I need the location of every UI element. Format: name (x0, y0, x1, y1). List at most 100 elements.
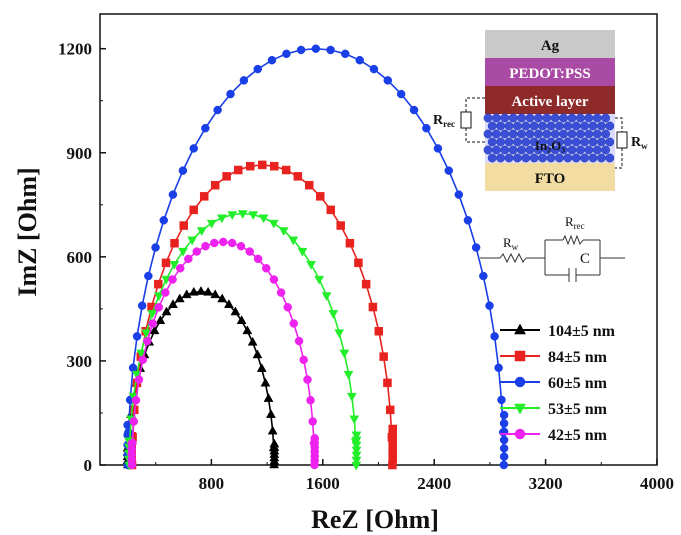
nanoparticle (542, 113, 552, 123)
data-point (355, 55, 364, 65)
nanoparticle (525, 113, 535, 123)
nanoparticle (529, 121, 539, 131)
data-point (351, 441, 362, 451)
data-point (248, 211, 259, 221)
series-1 (122, 286, 280, 469)
rw-bracket (615, 117, 623, 169)
nanoparticle (483, 113, 493, 123)
nanoparticle (597, 137, 606, 147)
layer-fto-label: FTO (535, 171, 566, 187)
data-point (339, 349, 350, 359)
capacitor-symbol (568, 268, 577, 282)
data-point (210, 238, 219, 248)
data-point (151, 243, 160, 252)
data-point (267, 55, 277, 65)
data-point (143, 336, 152, 346)
data-point (189, 205, 198, 215)
data-point (351, 451, 362, 461)
nanoparticle (529, 153, 539, 163)
data-point (409, 105, 419, 115)
nanoparticle (500, 145, 510, 155)
nanoparticle (584, 145, 594, 155)
data-point (161, 306, 172, 316)
data-point (514, 323, 526, 335)
data-point (289, 319, 298, 328)
nanoparticle (559, 113, 568, 123)
data-point (336, 221, 345, 230)
data-point (224, 299, 234, 308)
data-point (314, 275, 325, 285)
data-point (269, 275, 279, 284)
nanoparticle (605, 137, 615, 147)
data-point (141, 329, 152, 339)
data-point (349, 415, 360, 425)
nanoparticle (487, 121, 497, 131)
data-point (374, 326, 384, 336)
data-point (497, 395, 506, 405)
data-point (281, 165, 291, 175)
nanoparticle (508, 129, 518, 139)
data-point (514, 428, 526, 440)
data-point (138, 355, 148, 365)
data-point (196, 286, 206, 295)
rw-label: Rw (631, 135, 648, 151)
nanoparticle (580, 121, 589, 131)
data-point (227, 211, 238, 221)
data-point (216, 214, 227, 224)
nanoparticle (496, 121, 505, 131)
data-point (132, 332, 142, 341)
data-point (334, 329, 345, 339)
nanoparticle (542, 129, 552, 139)
data-point (310, 456, 319, 465)
legend-item: 53±5 nm (500, 401, 608, 418)
circuit-rw-label: Rw (503, 235, 519, 252)
data-point (159, 216, 169, 225)
data-point (181, 289, 192, 299)
data-point (257, 160, 267, 170)
data-point (494, 363, 503, 373)
nanoparticle (546, 153, 556, 163)
data-point (345, 238, 355, 248)
data-point (168, 299, 178, 308)
nanoparticle (521, 153, 531, 163)
data-point (269, 456, 280, 465)
data-point (196, 227, 207, 236)
legend-item: 42±5 nm (500, 427, 608, 444)
nanoparticle (592, 113, 602, 123)
data-point (311, 44, 321, 53)
nanoparticle (517, 145, 526, 155)
data-point (187, 236, 198, 246)
nanoparticle (517, 113, 526, 123)
nanoparticle (576, 145, 585, 155)
nanoparticle (580, 153, 589, 163)
legend-label: 60±5 nm (548, 375, 608, 392)
circuit-c-label: C (580, 251, 590, 267)
nanoparticle (521, 137, 531, 147)
data-point (268, 219, 279, 229)
data-point (490, 332, 499, 341)
legend-label: 42±5 nm (548, 427, 608, 444)
data-point (316, 192, 325, 201)
data-point (340, 49, 350, 59)
data-point (206, 219, 217, 229)
data-point (201, 123, 210, 133)
circuit-rrec-label: Rrec (565, 214, 585, 231)
data-point (179, 221, 189, 230)
nanoparticle (504, 153, 514, 163)
rrec-resistor-zigzag (562, 234, 584, 246)
layer-pedot (485, 58, 615, 86)
nanoparticle (513, 137, 522, 147)
legend: 104±5 nm 84±5 nm 60±5 nm 53±5 nm 42±5 nm (500, 323, 616, 444)
data-point (234, 165, 243, 175)
nanoparticle (567, 129, 577, 139)
nanoparticle (500, 113, 510, 123)
data-point (137, 301, 147, 310)
nanoparticle (550, 113, 560, 123)
data-point (178, 166, 188, 175)
data-point (148, 319, 157, 328)
data-point (253, 254, 263, 264)
rw-resistor-zigzag (499, 252, 527, 264)
nanoparticle (513, 121, 522, 131)
data-point (433, 144, 443, 153)
